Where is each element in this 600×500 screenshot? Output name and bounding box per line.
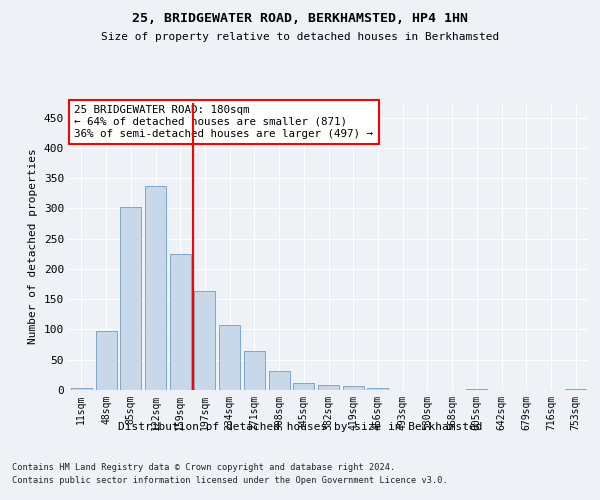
Bar xyxy=(565,389,586,390)
Bar xyxy=(120,206,141,390)
Bar xyxy=(95,332,116,390)
Bar xyxy=(219,324,240,390)
Bar xyxy=(71,388,92,390)
Bar xyxy=(269,370,290,390)
Bar xyxy=(343,386,364,390)
Bar xyxy=(170,254,191,390)
Text: Size of property relative to detached houses in Berkhamsted: Size of property relative to detached ho… xyxy=(101,32,499,42)
Bar xyxy=(318,384,339,390)
Text: Contains HM Land Registry data © Crown copyright and database right 2024.: Contains HM Land Registry data © Crown c… xyxy=(12,462,395,471)
Bar xyxy=(194,290,215,390)
Bar xyxy=(244,350,265,390)
Bar xyxy=(367,388,388,390)
Y-axis label: Number of detached properties: Number of detached properties xyxy=(28,148,38,344)
Text: Distribution of detached houses by size in Berkhamsted: Distribution of detached houses by size … xyxy=(118,422,482,432)
Text: 25, BRIDGEWATER ROAD, BERKHAMSTED, HP4 1HN: 25, BRIDGEWATER ROAD, BERKHAMSTED, HP4 1… xyxy=(132,12,468,26)
Bar xyxy=(293,384,314,390)
Text: Contains public sector information licensed under the Open Government Licence v3: Contains public sector information licen… xyxy=(12,476,448,485)
Bar xyxy=(145,186,166,390)
Bar xyxy=(466,389,487,390)
Text: 25 BRIDGEWATER ROAD: 180sqm
← 64% of detached houses are smaller (871)
36% of se: 25 BRIDGEWATER ROAD: 180sqm ← 64% of det… xyxy=(74,106,373,138)
